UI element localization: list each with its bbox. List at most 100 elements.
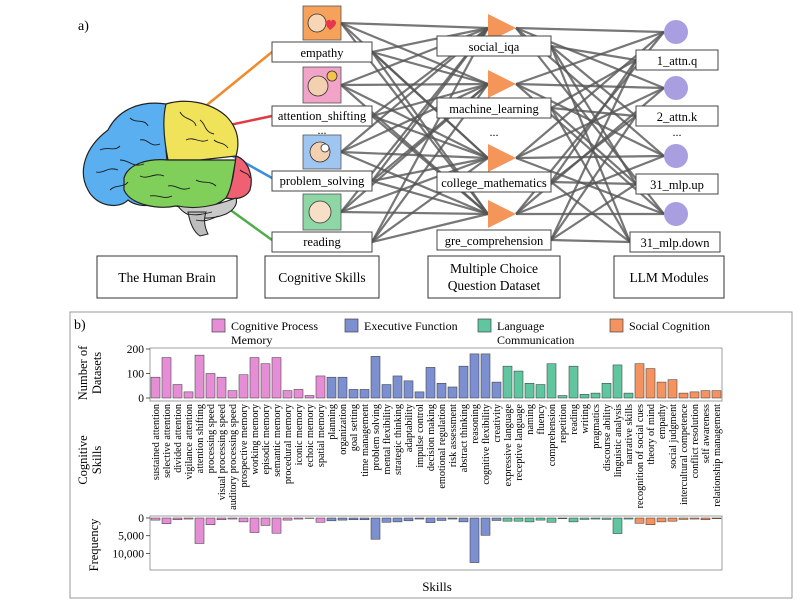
problem-solving-box bbox=[271, 170, 373, 192]
edge-dataset-module-4 bbox=[515, 30, 665, 86]
bar-datasets-19 bbox=[359, 389, 370, 399]
category-label-34: naming bbox=[525, 404, 536, 435]
bar-frequency-50 bbox=[700, 517, 711, 521]
bar-frequency-41 bbox=[601, 517, 612, 520]
bar-datasets-13 bbox=[293, 389, 304, 399]
bar-frequency-22 bbox=[392, 517, 403, 523]
bar-frequency-4 bbox=[194, 517, 205, 544]
bar-frequency-12 bbox=[282, 517, 293, 521]
dataset-box-2 bbox=[436, 97, 552, 119]
bar-frequency-40 bbox=[590, 517, 601, 520]
edge-dataset-module-26 bbox=[550, 180, 637, 186]
datasets-bar-chart: 200 100 0 bbox=[127, 344, 723, 405]
category-label-40: pragmatics bbox=[591, 404, 602, 449]
bar-frequency-46 bbox=[656, 517, 667, 523]
category-label-8: prospective memory bbox=[239, 403, 250, 487]
skill-reading-label: reading bbox=[303, 235, 341, 249]
bar-datasets-48 bbox=[678, 392, 689, 399]
module-column: 1_attn.q 2_attn.k ... 31_mlp.up 31_mlp.d… bbox=[629, 20, 721, 253]
bar-datasets-11 bbox=[271, 357, 282, 399]
category-label-31: creativity bbox=[492, 403, 503, 442]
ylabel-datasets-line2: Datasets bbox=[90, 352, 104, 394]
bar-frequency-47 bbox=[667, 517, 678, 522]
bar-frequency-44 bbox=[634, 517, 645, 524]
bar-datasets-33 bbox=[513, 370, 524, 399]
bar-datasets-45 bbox=[645, 368, 656, 399]
edge-dataset-module-28 bbox=[550, 59, 637, 241]
bar-datasets-26 bbox=[436, 383, 447, 399]
bar-frequency-29 bbox=[469, 517, 480, 563]
bar-frequency-9 bbox=[249, 517, 260, 533]
edge-skill-dataset-23 bbox=[371, 115, 489, 215]
bar-frequency-3 bbox=[183, 517, 194, 520]
category-label-50: self awareness bbox=[701, 404, 712, 463]
category-label-23: adaptability bbox=[404, 403, 415, 452]
bar-datasets-32 bbox=[502, 365, 513, 399]
bar-frequency-43 bbox=[623, 517, 634, 520]
skill-column: empathy attention_shifting ... problem_s… bbox=[271, 5, 373, 253]
edge-skill-dataset-15 bbox=[340, 210, 489, 216]
category-label-14: echoic memory bbox=[305, 403, 316, 467]
bar-datasets-35 bbox=[535, 384, 546, 399]
category-label-24: impulse control bbox=[415, 404, 426, 468]
attention-head-icon bbox=[307, 75, 329, 97]
bar-datasets-18 bbox=[348, 389, 359, 399]
bar-datasets-39 bbox=[579, 394, 590, 399]
legend-label-3: Social Cognition bbox=[629, 319, 710, 333]
legend-swatch-3 bbox=[609, 318, 624, 333]
bar-datasets-38 bbox=[568, 365, 579, 399]
bar-datasets-27 bbox=[447, 386, 458, 399]
category-label-39: writing bbox=[580, 404, 591, 433]
module-box-2 bbox=[635, 105, 719, 127]
dataset-node-3 bbox=[488, 144, 516, 172]
edge-dataset-module-16 bbox=[550, 44, 637, 62]
legend-label-2: Language bbox=[497, 319, 544, 333]
attention-shifting-box bbox=[271, 105, 373, 127]
bar-frequency-15 bbox=[315, 517, 326, 523]
top-tick-label-0: 200 bbox=[127, 344, 145, 356]
bar-frequency-30 bbox=[480, 517, 491, 536]
bar-frequency-28 bbox=[458, 517, 469, 523]
bar-frequency-32 bbox=[502, 517, 513, 522]
heart-icon bbox=[325, 19, 337, 30]
brain-temporal-lobe bbox=[123, 159, 237, 210]
module-2-attn-k-label: 2_attn.k bbox=[657, 110, 698, 124]
category-label-26: emotional regulation bbox=[437, 404, 448, 489]
panel-b-frame bbox=[69, 311, 793, 599]
category-label-30: cognitive flexibility bbox=[481, 403, 492, 485]
bar-datasets-3 bbox=[183, 391, 194, 399]
bar-datasets-37 bbox=[557, 395, 568, 399]
edge-dataset-module-30 bbox=[550, 183, 637, 241]
bar-datasets-41 bbox=[601, 383, 612, 399]
bar-datasets-36 bbox=[546, 363, 557, 399]
bar-frequency-38 bbox=[568, 517, 579, 523]
legend-swatch-2 bbox=[477, 318, 492, 333]
edge-dataset-module-21 bbox=[550, 106, 637, 118]
edge-skill-dataset-10 bbox=[340, 150, 489, 160]
edge-skill-dataset-31 bbox=[371, 212, 489, 244]
module-31-mlp-down-label: 31_mlp.down bbox=[640, 236, 710, 250]
category-label-32: expressive language bbox=[503, 404, 514, 487]
edge-dataset-module-20 bbox=[550, 59, 637, 109]
category-label-47: social judgment bbox=[668, 404, 679, 469]
bar-datasets-30 bbox=[480, 353, 491, 399]
edge-dataset-module-18 bbox=[550, 45, 637, 185]
top-tick-label-2: 0 bbox=[138, 393, 144, 405]
ylabel-skills-line1: Cognitive bbox=[76, 435, 90, 485]
bar-frequency-26 bbox=[436, 517, 447, 521]
bar-datasets-6 bbox=[216, 376, 227, 399]
category-label-35: fluency bbox=[536, 403, 547, 434]
edge-skill-dataset-17 bbox=[371, 50, 489, 86]
brain-illustration bbox=[82, 100, 252, 237]
category-label-7: auditory processing speed bbox=[228, 404, 239, 510]
bar-datasets-0 bbox=[150, 376, 161, 399]
bar-frequency-37 bbox=[557, 517, 568, 519]
module-box-4 bbox=[629, 231, 721, 253]
bottom-tick-label-0: 0 bbox=[138, 513, 144, 525]
bar-frequency-51 bbox=[711, 517, 722, 519]
bar-datasets-47 bbox=[667, 379, 678, 399]
caption-dataset-box bbox=[427, 255, 561, 299]
dataset-node-4 bbox=[488, 200, 516, 228]
dataset-social-iqa-label: social_iqa bbox=[469, 40, 520, 54]
